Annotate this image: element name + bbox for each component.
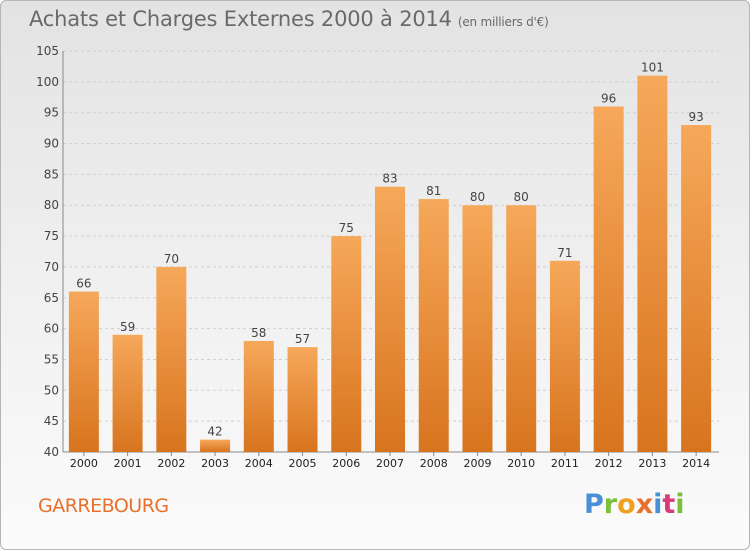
bar <box>200 440 230 452</box>
bar <box>375 187 405 452</box>
bar <box>244 341 274 452</box>
chart-frame: Achats et Charges Externes 2000 à 2014 (e… <box>0 0 750 550</box>
y-tick-label: 105 <box>36 44 59 58</box>
data-label: 101 <box>641 61 664 75</box>
x-tick-label: 2011 <box>551 457 579 470</box>
x-tick-label: 2007 <box>376 457 404 470</box>
brand-letter: o <box>617 489 636 520</box>
x-tick-label: 2005 <box>289 457 317 470</box>
bar <box>331 236 361 452</box>
y-tick-label: 70 <box>44 260 59 274</box>
data-label: 80 <box>514 190 529 204</box>
bar <box>550 261 580 452</box>
y-tick-label: 50 <box>44 383 59 397</box>
bar <box>594 107 624 452</box>
data-label: 71 <box>557 246 572 260</box>
y-tick-label: 75 <box>44 229 59 243</box>
x-tick-label: 2013 <box>638 457 666 470</box>
y-tick-label: 60 <box>44 322 59 336</box>
brand-letter: i <box>675 489 684 520</box>
bar <box>637 76 667 452</box>
brand-letter: t <box>662 489 675 520</box>
y-tick-label: 95 <box>44 106 59 120</box>
place-name: GARREBOURG <box>38 495 169 517</box>
brand-letter: x <box>636 489 653 520</box>
y-tick-label: 80 <box>44 198 59 212</box>
x-tick-label: 2003 <box>201 457 229 470</box>
data-label: 81 <box>426 184 441 198</box>
x-tick-label: 2008 <box>420 457 448 470</box>
data-label: 96 <box>601 92 616 106</box>
x-tick-label: 2012 <box>595 457 623 470</box>
brand-logo: Proxiti <box>584 489 685 520</box>
y-tick-label: 55 <box>44 352 59 366</box>
data-label: 66 <box>76 277 91 291</box>
y-tick-label: 85 <box>44 167 59 181</box>
y-tick-label: 40 <box>44 445 59 459</box>
y-tick-label: 90 <box>44 137 59 151</box>
data-label: 70 <box>164 252 179 266</box>
data-label: 57 <box>295 332 310 346</box>
bar <box>506 205 536 452</box>
y-tick-label: 100 <box>36 75 59 89</box>
x-tick-label: 2010 <box>507 457 535 470</box>
data-label: 59 <box>120 320 135 334</box>
bar <box>288 347 318 452</box>
bar-chart: 40 45 50 55 60 65 70 75 80 85 90 95 100 105 66 2000 59 20… <box>1 1 749 549</box>
y-tick-label: 65 <box>44 291 59 305</box>
x-tick-label: 2014 <box>682 457 710 470</box>
bar <box>156 267 186 452</box>
x-tick-label: 2004 <box>245 457 273 470</box>
bar <box>69 292 99 452</box>
brand-letter: P <box>584 489 604 520</box>
bar <box>462 205 492 452</box>
x-tick-label: 2009 <box>463 457 491 470</box>
bar <box>113 335 143 452</box>
data-label: 75 <box>339 221 354 235</box>
x-tick-label: 2006 <box>332 457 360 470</box>
brand-letter: i <box>653 489 662 520</box>
data-label: 83 <box>382 172 397 186</box>
data-label: 93 <box>688 110 703 124</box>
x-tick-label: 2001 <box>114 457 142 470</box>
data-label: 58 <box>251 326 266 340</box>
x-tick-label: 2000 <box>70 457 98 470</box>
y-tick-label: 45 <box>44 414 59 428</box>
brand-letter: r <box>604 489 617 520</box>
data-label: 42 <box>207 425 222 439</box>
bar <box>681 125 711 452</box>
x-tick-label: 2002 <box>157 457 185 470</box>
bar <box>419 199 449 452</box>
data-label: 80 <box>470 190 485 204</box>
